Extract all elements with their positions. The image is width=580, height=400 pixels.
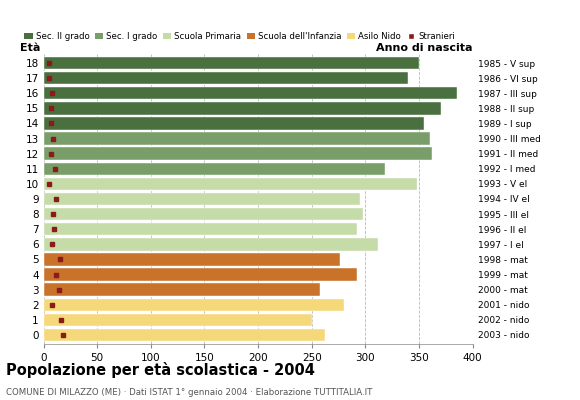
- Text: Anno di nascita: Anno di nascita: [376, 42, 473, 52]
- Bar: [44, 284, 320, 296]
- Text: Popolazione per età scolastica - 2004: Popolazione per età scolastica - 2004: [6, 362, 315, 378]
- Bar: [44, 57, 419, 69]
- Bar: [44, 178, 417, 190]
- Text: Età: Età: [20, 42, 40, 52]
- Bar: [44, 268, 357, 281]
- Bar: [44, 162, 385, 175]
- Bar: [44, 117, 425, 130]
- Bar: [44, 132, 430, 145]
- Bar: [44, 72, 408, 84]
- Legend: Sec. II grado, Sec. I grado, Scuola Primaria, Scuola dell'Infanzia, Asilo Nido, : Sec. II grado, Sec. I grado, Scuola Prim…: [24, 32, 455, 41]
- Bar: [44, 102, 441, 114]
- Bar: [44, 298, 344, 311]
- Bar: [44, 329, 325, 341]
- Text: COMUNE DI MILAZZO (ME) · Dati ISTAT 1° gennaio 2004 · Elaborazione TUTTITALIA.IT: COMUNE DI MILAZZO (ME) · Dati ISTAT 1° g…: [6, 388, 372, 397]
- Bar: [44, 208, 363, 220]
- Bar: [44, 253, 340, 266]
- Bar: [44, 193, 360, 205]
- Bar: [44, 148, 432, 160]
- Bar: [44, 314, 312, 326]
- Bar: [44, 238, 378, 250]
- Bar: [44, 223, 357, 236]
- Bar: [44, 87, 456, 100]
